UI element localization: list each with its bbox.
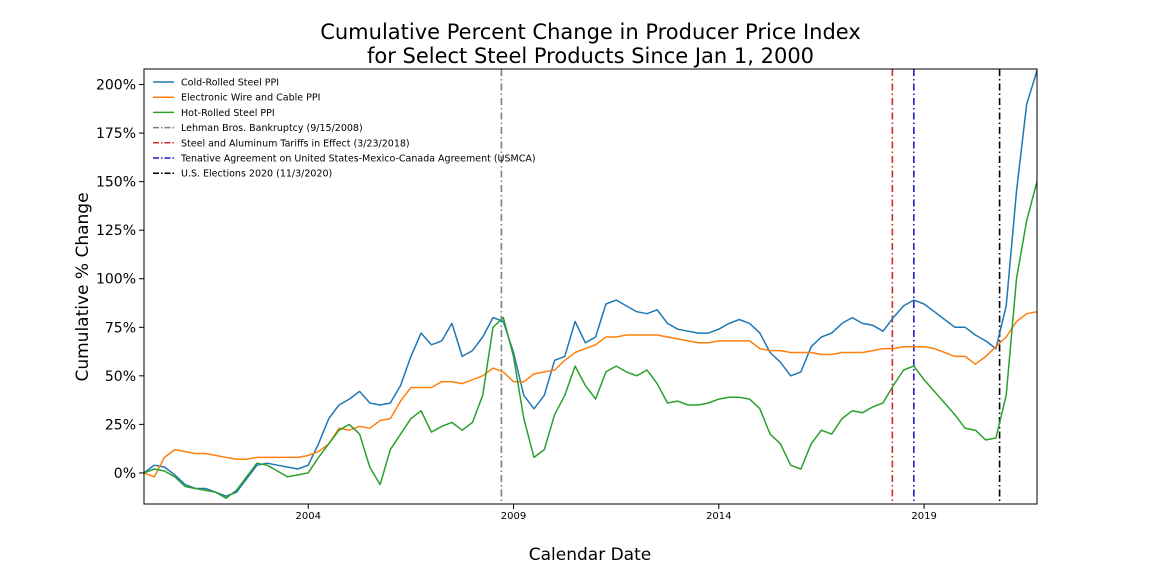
series-line-3: [143, 181, 1038, 499]
y-tick-label: 125%: [96, 223, 136, 239]
plot-frame: [143, 68, 1038, 505]
series-line-2: [143, 310, 1038, 478]
y-tick-label: 100%: [96, 272, 136, 288]
legend-label-6: Tenative Agreement on United States-Mexi…: [180, 154, 536, 165]
x-tick-label: 2014: [706, 511, 731, 522]
legend-label-3: Hot-Rolled Steel PPI: [181, 108, 275, 119]
y-tick-label: 150%: [96, 175, 136, 191]
y-tick-label: 50%: [105, 369, 136, 385]
y-axis-title: Cumulative % Change: [73, 192, 93, 381]
legend-label-2: Electronic Wire and Cable PPI: [181, 93, 320, 104]
y-tick-label: 0%: [114, 466, 136, 482]
y-tick-label: 75%: [105, 320, 136, 336]
legend-label-1: Cold-Rolled Steel PPI: [181, 78, 279, 89]
x-axis: 2004 2009 2014 2019: [296, 504, 937, 522]
chart-title: Cumulative Percent Change in Producer Pr…: [144, 20, 1037, 68]
plot-background: [144, 69, 1037, 504]
x-tick-label: 2004: [296, 511, 321, 522]
y-axis: 0% 25% 50% 75% 100% 125% 150% 175% 200%: [96, 78, 144, 482]
chart-title-line-2: for Select Steel Products Since Jan 1, 2…: [366, 44, 815, 68]
x-tick-label: 2009: [501, 511, 526, 522]
legend-label-4: Lehman Bros. Bankruptcy (9/15/2008): [181, 123, 363, 134]
event-lines: [500, 69, 1001, 504]
series-lines: [143, 70, 1038, 499]
legend: Cold-Rolled Steel PPI Electronic Wire and…: [153, 78, 536, 180]
x-axis-title: Calendar Date: [529, 545, 651, 565]
y-tick-label: 25%: [105, 417, 136, 433]
chart-title-line-1: Cumulative Percent Change in Producer Pr…: [320, 20, 861, 44]
legend-label-7: U.S. Elections 2020 (11/3/2020): [181, 169, 332, 180]
x-tick-label: 2019: [911, 511, 936, 522]
legend-label-5: Steel and Aluminum Tariffs in Effect (3/…: [181, 138, 410, 149]
y-tick-label: 175%: [96, 126, 136, 142]
y-tick-label: 200%: [96, 78, 136, 94]
series-line-1: [143, 70, 1038, 497]
